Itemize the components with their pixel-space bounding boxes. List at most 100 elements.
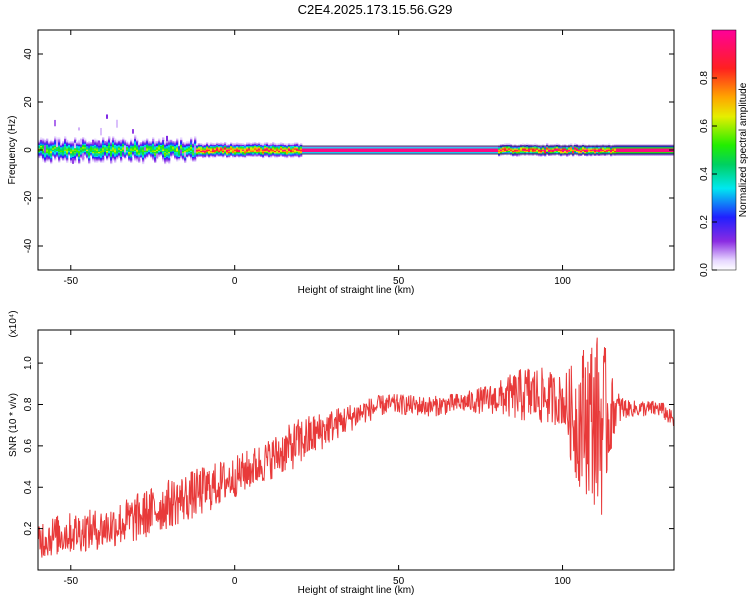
- spectrogram-cell: [226, 155, 229, 157]
- spectrogram-cell: [108, 138, 111, 141]
- spectrogram-cell: [192, 149, 195, 151]
- spectrogram-cell: [100, 156, 103, 159]
- spectrogram-cell: [160, 147, 163, 149]
- spectrogram-cell: [288, 144, 291, 147]
- spectrogram-cell: [72, 156, 75, 159]
- spectrogram-cell: [250, 145, 253, 148]
- spectrogram-cell: [644, 151, 647, 154]
- spectrogram-cell: [136, 143, 139, 145]
- spectrogram-cell: [448, 149, 451, 151]
- spectrogram-cell: [490, 148, 493, 150]
- spectrogram-cell: [564, 151, 567, 154]
- spectrogram-cell: [334, 148, 337, 150]
- spectrogram-cell: [296, 148, 299, 150]
- spectrogram-cell: [506, 149, 509, 151]
- spectrogram-cell: [298, 154, 301, 156]
- spectrogram-cell: [256, 144, 259, 147]
- spectrogram-cell: [444, 148, 447, 150]
- spectrogram-cell: [534, 150, 537, 153]
- spectrogram-cell: [88, 162, 91, 165]
- spectrogram-cell: [122, 147, 125, 149]
- spectrogram-cell: [212, 148, 215, 150]
- spectrogram-cell: [130, 159, 133, 161]
- spectrogram-cell: [578, 145, 581, 148]
- spectrogram-cell: [432, 149, 435, 151]
- spectrogram-cell: [208, 144, 211, 147]
- spectrogram-cell: [80, 147, 83, 149]
- spectrogram-cell: [666, 148, 669, 150]
- spectrogram-cell: [192, 144, 195, 147]
- spectrogram-cell: [114, 151, 117, 154]
- spectrogram-cell: [122, 148, 125, 150]
- spectrogram-cell: [174, 143, 177, 145]
- spectrogram-cell: [220, 150, 223, 153]
- spectrogram-cell: [524, 148, 527, 150]
- spectrogram-cell: [130, 161, 133, 163]
- spectrogram-cell: [290, 153, 293, 155]
- spectrogram-cell: [296, 153, 299, 155]
- spectrogram-cell: [518, 155, 521, 157]
- spectrogram-cell: [186, 155, 189, 157]
- spectrogram-cell: [556, 144, 559, 147]
- spectrogram-cell: [288, 153, 291, 155]
- spectrogram-cell: [166, 141, 169, 143]
- spectrogram-cell: [590, 147, 593, 149]
- spectrogram-cell: [172, 141, 175, 143]
- spectrogram-cell: [282, 154, 285, 156]
- snr-y-tick-label: 1.0: [23, 356, 34, 370]
- spectrogram-cell: [130, 154, 133, 156]
- spectrogram-cell: [90, 145, 93, 148]
- spectrogram-cell: [342, 150, 345, 153]
- spectrogram-cell: [54, 148, 57, 150]
- spectrogram-cell: [142, 157, 145, 160]
- spectrogram-cell: [84, 149, 87, 151]
- spectrogram-cell: [304, 147, 307, 149]
- spectrogram-cell: [84, 145, 87, 148]
- spectrogram-cell: [232, 147, 235, 149]
- spectrogram-cell: [272, 155, 275, 157]
- colorbar-tick-label: 0.6: [699, 119, 710, 133]
- spectrogram-cell: [422, 145, 425, 148]
- spectrogram-cell: [222, 143, 225, 145]
- spectrogram-cell: [200, 148, 203, 150]
- spectrogram-cell: [526, 147, 529, 149]
- spectrogram-cell: [218, 151, 221, 154]
- spectrogram-cell: [516, 154, 519, 156]
- spectrogram-cell: [80, 143, 83, 145]
- colorbar-label: Normalized spectral amplitude: [738, 82, 749, 217]
- spectrogram-cell: [266, 147, 269, 149]
- spectrogram-cell: [284, 148, 287, 150]
- spectrogram-cell: [176, 157, 179, 160]
- spectrogram-cell: [274, 151, 277, 154]
- spectrogram-cell: [78, 156, 81, 159]
- spectrogram-cell: [180, 155, 183, 157]
- spectrogram-cell: [524, 147, 527, 149]
- spectrogram-cell: [396, 151, 399, 154]
- spectrogram-cell: [182, 157, 185, 160]
- spectrogram-cell: [504, 145, 507, 148]
- spectrogram-cell: [296, 154, 299, 156]
- colorbar: 0.00.20.40.60.8 Normalized spectral ampl…: [699, 29, 749, 277]
- spectrogram-cell: [534, 154, 537, 156]
- spectrogram-cell: [398, 147, 401, 149]
- spectrogram-cell: [610, 154, 613, 156]
- spectrogram-cell: [142, 145, 145, 148]
- spectrogram-cell: [662, 145, 665, 148]
- spectrogram-cell: [48, 156, 51, 159]
- spectrogram-cell: [70, 151, 73, 154]
- spectrogram-cell: [258, 151, 261, 154]
- spectrogram-cell: [98, 153, 101, 155]
- spectrogram-cell: [126, 154, 129, 156]
- spectrogram-cell: [158, 139, 161, 142]
- spectrogram-cell: [392, 149, 395, 151]
- spectrogram-cell: [82, 141, 85, 143]
- spectrogram-cell: [556, 147, 559, 149]
- spectrogram-cell: [290, 145, 293, 148]
- spectrogram-cell: [344, 145, 347, 148]
- spectrogram-cell: [40, 148, 43, 150]
- spectrogram-cell: [290, 147, 293, 149]
- spectrogram-cell: [632, 149, 635, 151]
- spectrogram-cell: [70, 160, 73, 162]
- spectrogram-cell: [578, 147, 581, 149]
- spectrogram-cell: [98, 148, 101, 150]
